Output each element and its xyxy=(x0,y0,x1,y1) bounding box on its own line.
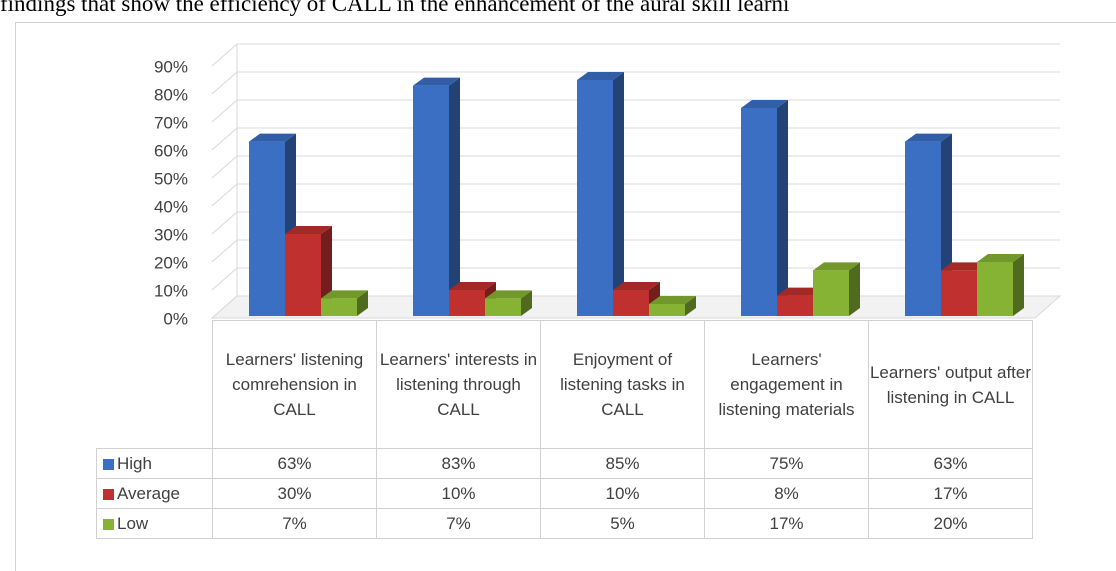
value-label: 10% xyxy=(540,478,705,509)
bar xyxy=(249,141,285,316)
value-label: 63% xyxy=(212,448,377,479)
y-tick-label: 60% xyxy=(154,141,188,160)
bar-top xyxy=(649,296,696,304)
bar xyxy=(577,80,613,316)
bar-side xyxy=(1013,254,1024,316)
header-row: Learners' listening comrehension in CALL… xyxy=(96,320,1033,449)
series-row: Low 7% 7% 5% 17% 20% xyxy=(96,508,1033,539)
bar-top xyxy=(813,262,860,271)
legend-key xyxy=(103,458,114,470)
caption: findings that show the efficiency of CAL… xyxy=(0,0,790,16)
y-tick-label: 40% xyxy=(154,197,188,216)
y-tick-label: 50% xyxy=(154,169,188,188)
bar-top xyxy=(941,262,988,271)
bar xyxy=(613,290,649,316)
y-tick-label: 30% xyxy=(154,225,188,244)
bar-side xyxy=(777,100,788,316)
legend-key xyxy=(103,518,114,530)
bar xyxy=(449,290,485,316)
bar-top xyxy=(285,226,332,234)
y-tick-label: 10% xyxy=(154,281,188,300)
bar-top xyxy=(577,72,624,80)
legend-label: High xyxy=(117,453,152,473)
category-label: Learners' interests in listening through… xyxy=(376,320,541,449)
grid-line-side xyxy=(211,267,238,291)
category-label: Learners' engagement in listening materi… xyxy=(704,320,869,449)
bar xyxy=(741,108,777,316)
data-table: Learners' listening comrehension in CALL… xyxy=(96,320,1033,539)
series-row: High 63% 83% 85% 75% 63% xyxy=(96,448,1033,479)
series-row: Average 30% 10% 10% 8% 17% xyxy=(96,478,1033,509)
value-label: 63% xyxy=(868,448,1033,479)
bar-top xyxy=(413,77,460,86)
series-name-cell: Average xyxy=(96,478,213,509)
bar-top xyxy=(449,282,496,290)
grid-line-side xyxy=(211,43,238,67)
value-label: 7% xyxy=(376,508,541,539)
value-label: 75% xyxy=(704,448,869,479)
grid-line-side xyxy=(211,127,238,151)
value-label: 8% xyxy=(704,478,869,509)
bar xyxy=(941,270,977,316)
bar-top xyxy=(485,290,532,299)
bar-top xyxy=(249,133,296,142)
bar xyxy=(777,295,813,316)
value-label: 85% xyxy=(540,448,705,479)
value-label: 83% xyxy=(376,448,541,479)
bar-side xyxy=(613,72,624,316)
value-label: 17% xyxy=(704,508,869,539)
blank-cell xyxy=(96,320,213,449)
bar-side xyxy=(685,296,696,316)
bar-side xyxy=(357,290,368,316)
y-tick-label: 70% xyxy=(154,113,188,132)
bar xyxy=(977,262,1013,316)
y-tick-label: 90% xyxy=(154,57,188,76)
grid-line-side xyxy=(211,155,238,179)
bar-top xyxy=(777,287,824,296)
bar-top xyxy=(613,282,660,290)
y-tick-label: 80% xyxy=(154,85,188,104)
value-label: 7% xyxy=(212,508,377,539)
value-label: 10% xyxy=(376,478,541,509)
bar-side xyxy=(449,77,460,316)
bar xyxy=(649,304,685,316)
bar xyxy=(813,270,849,316)
grid-line-side xyxy=(211,99,238,123)
bar-top xyxy=(905,133,952,142)
grid-line-side xyxy=(211,211,238,235)
grid-line-side xyxy=(211,183,238,207)
bar xyxy=(413,85,449,316)
bar-top xyxy=(977,254,1024,262)
legend-label: Average xyxy=(117,483,181,503)
series-name-cell: Low xyxy=(96,508,213,539)
category-label: Learners' listening comrehension in CALL xyxy=(212,320,377,449)
bar xyxy=(321,298,357,316)
bar xyxy=(905,141,941,316)
legend-key xyxy=(103,488,114,500)
series-name-cell: High xyxy=(96,448,213,479)
grid-line-side xyxy=(211,71,238,95)
bar-side xyxy=(849,262,860,316)
category-label: Learners' output after listening in CALL xyxy=(868,320,1033,449)
bar-side xyxy=(521,290,532,316)
bar-top xyxy=(741,100,788,108)
value-label: 17% xyxy=(868,478,1033,509)
bar-top xyxy=(321,290,368,299)
bar xyxy=(485,298,521,316)
value-label: 20% xyxy=(868,508,1033,539)
value-label: 5% xyxy=(540,508,705,539)
value-label: 30% xyxy=(212,478,377,509)
legend-label: Low xyxy=(117,513,149,533)
grid-line-side xyxy=(211,239,238,263)
bar xyxy=(285,234,321,316)
y-tick-label: 20% xyxy=(154,253,188,272)
category-label: Enjoyment of listening tasks in CALL xyxy=(540,320,705,449)
chart-frame xyxy=(15,22,1116,571)
